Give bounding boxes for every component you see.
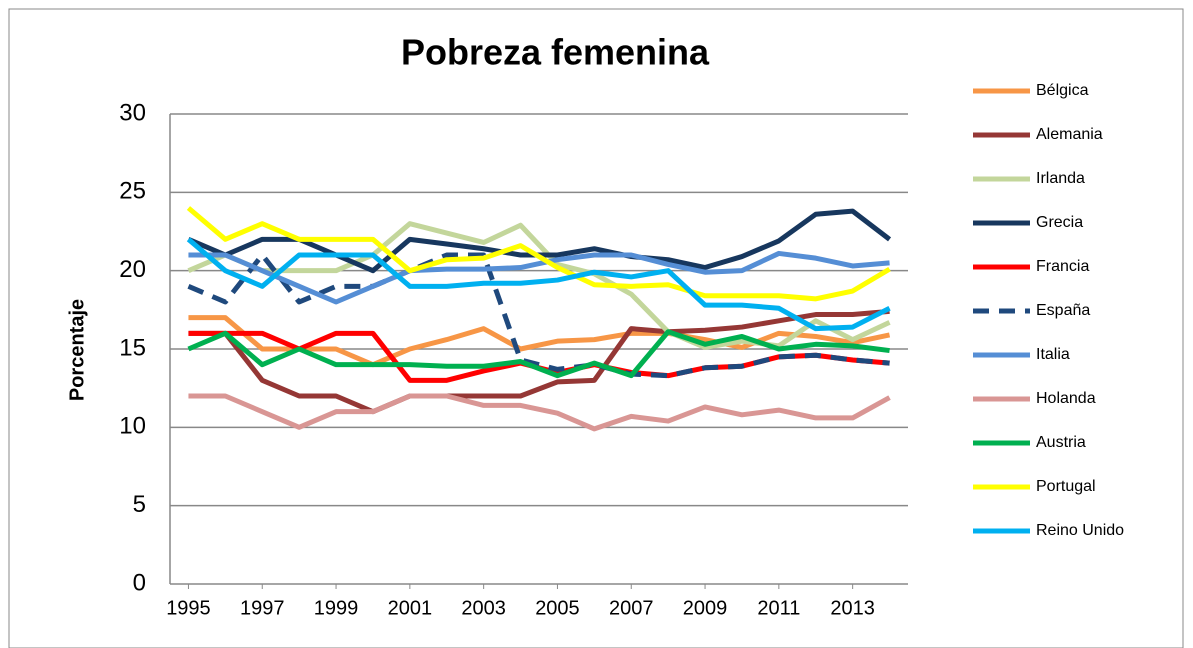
y-tick-label: 5 bbox=[133, 491, 146, 518]
x-tick-label: 1997 bbox=[240, 597, 285, 619]
legend-label: Grecia bbox=[1036, 214, 1083, 231]
y-tick-label: 25 bbox=[119, 178, 146, 205]
legend-label: Irlanda bbox=[1036, 170, 1085, 187]
x-tick-label: 2001 bbox=[388, 597, 433, 619]
series-line bbox=[188, 250, 890, 305]
x-tick-label: 2009 bbox=[683, 597, 728, 619]
y-tick-label: 10 bbox=[119, 413, 146, 440]
chart-border bbox=[8, 8, 1184, 648]
series-line bbox=[187, 329, 890, 379]
series-line bbox=[186, 206, 891, 302]
legend-label: Austria bbox=[1036, 434, 1086, 451]
legend-label: España bbox=[1036, 302, 1090, 319]
series-line bbox=[187, 252, 890, 379]
legend-label: Alemania bbox=[1036, 126, 1103, 143]
series-line bbox=[188, 308, 890, 415]
x-tick-label: 2007 bbox=[609, 597, 654, 619]
y-tick-label: 30 bbox=[119, 99, 146, 126]
y-tick-label: 20 bbox=[119, 256, 146, 283]
x-tick-label: 1999 bbox=[314, 597, 359, 619]
legend-label: Reino Unido bbox=[1036, 522, 1124, 539]
series-line bbox=[186, 237, 891, 332]
legend-label: Holanda bbox=[1036, 390, 1096, 407]
x-tick-label: 2013 bbox=[830, 597, 875, 619]
y-axis-label: Porcentaje bbox=[66, 299, 88, 401]
legend-label: Portugal bbox=[1036, 478, 1096, 495]
legend-label: Italia bbox=[1036, 346, 1070, 363]
legend-label: Francia bbox=[1036, 258, 1089, 275]
y-tick-label: 15 bbox=[119, 334, 146, 361]
legend-label: Bélgica bbox=[1036, 82, 1089, 99]
x-tick-label: 2005 bbox=[535, 597, 580, 619]
x-tick-label: 1995 bbox=[166, 597, 211, 619]
series-line bbox=[188, 393, 891, 432]
x-tick-label: 2003 bbox=[461, 597, 506, 619]
chart-title: Pobreza femenina bbox=[401, 32, 710, 73]
x-tick-label: 2011 bbox=[757, 597, 800, 619]
y-tick-label: 0 bbox=[133, 569, 146, 596]
